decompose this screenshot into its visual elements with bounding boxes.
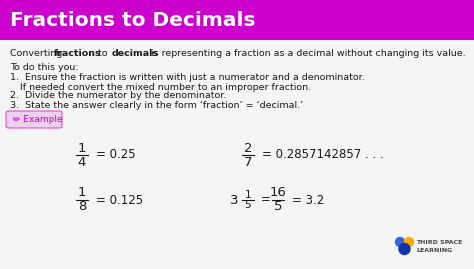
Text: = 0.125: = 0.125 [96, 193, 143, 207]
Text: ✏ Example: ✏ Example [13, 115, 63, 124]
Text: is representing a fraction as a decimal without changing its value.: is representing a fraction as a decimal … [148, 48, 466, 58]
FancyBboxPatch shape [0, 0, 474, 40]
Text: 2: 2 [244, 141, 252, 154]
Text: = 0.2857142857 . . .: = 0.2857142857 . . . [262, 148, 384, 161]
Text: THIRD SPACE: THIRD SPACE [416, 240, 462, 246]
Text: 3: 3 [230, 193, 238, 207]
Text: 1: 1 [78, 141, 86, 154]
Text: = 0.25: = 0.25 [96, 148, 136, 161]
Text: decimals: decimals [111, 48, 158, 58]
Text: Converting: Converting [10, 48, 65, 58]
Text: 1: 1 [245, 190, 251, 200]
Text: 5: 5 [245, 200, 251, 210]
Text: fractions: fractions [54, 48, 101, 58]
Text: Fractions to Decimals: Fractions to Decimals [10, 10, 255, 30]
Text: 7: 7 [244, 155, 252, 168]
Circle shape [395, 238, 404, 246]
Text: = 3.2: = 3.2 [292, 193, 324, 207]
Text: 5: 5 [274, 200, 282, 214]
Text: To do this you:: To do this you: [10, 62, 79, 72]
Text: 2.  Divide the numerator by the denominator.: 2. Divide the numerator by the denominat… [10, 91, 227, 101]
FancyBboxPatch shape [6, 111, 62, 128]
Circle shape [399, 243, 410, 254]
Text: 4: 4 [78, 155, 86, 168]
Text: LEARNING: LEARNING [416, 247, 452, 253]
Text: =: = [261, 193, 271, 207]
Text: to: to [95, 48, 111, 58]
Text: 1: 1 [78, 186, 86, 200]
Circle shape [404, 238, 413, 246]
Text: 16: 16 [270, 186, 286, 200]
Text: 1.  Ensure the fraction is written with just a numerator and a denominator.: 1. Ensure the fraction is written with j… [10, 73, 365, 83]
Text: 3.  State the answer clearly in the form ‘fraction’ = ‘decimal.’: 3. State the answer clearly in the form … [10, 101, 303, 109]
Text: 8: 8 [78, 200, 86, 214]
Text: If needed convert the mixed number to an improper fraction.: If needed convert the mixed number to an… [20, 83, 311, 91]
